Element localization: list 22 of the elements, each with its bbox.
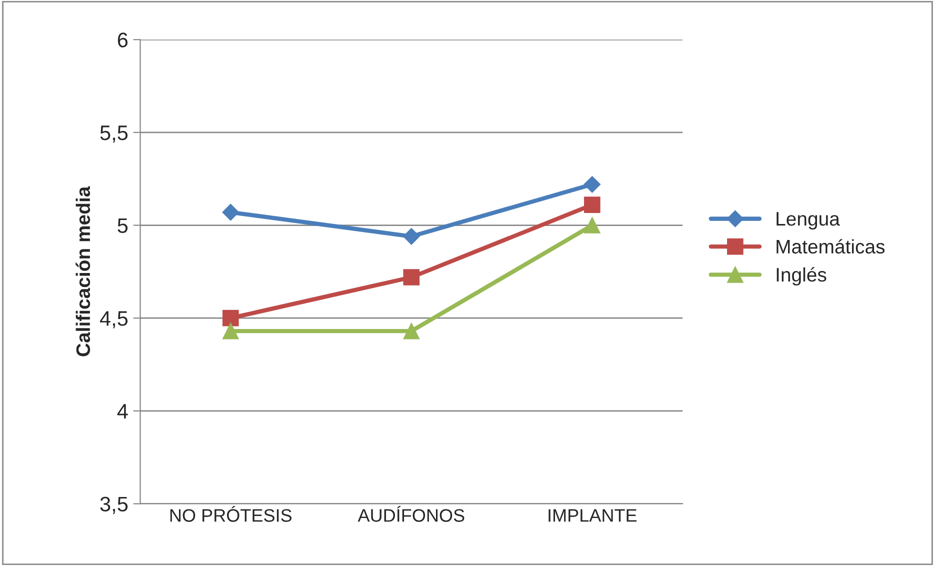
legend-label: Matemáticas (776, 239, 885, 254)
point (584, 217, 600, 234)
y-tick-label: 5,5 (100, 126, 128, 143)
y-tick-label: 5 (118, 218, 128, 234)
point (222, 204, 240, 221)
legend-label: Lengua (776, 212, 840, 230)
y-tick-label: 6 (118, 32, 128, 48)
x-tick-label: NO PRÓTESIS (170, 506, 292, 522)
y-tick-label: 4 (117, 404, 128, 418)
point (222, 322, 239, 340)
point (403, 228, 420, 245)
point (584, 196, 600, 214)
x-tick-label: AUDÍFONOS (358, 506, 464, 522)
point (403, 269, 420, 286)
y-axis-title: Calificación media (76, 186, 90, 356)
y-tick-label: 3,5 (100, 496, 128, 514)
point (222, 310, 239, 326)
x-tick-label: IMPLANTE (548, 509, 637, 522)
point (403, 322, 420, 340)
legend-label: Inglés (776, 267, 826, 286)
point (584, 176, 601, 193)
y-tick-label: 4,5 (100, 311, 128, 328)
